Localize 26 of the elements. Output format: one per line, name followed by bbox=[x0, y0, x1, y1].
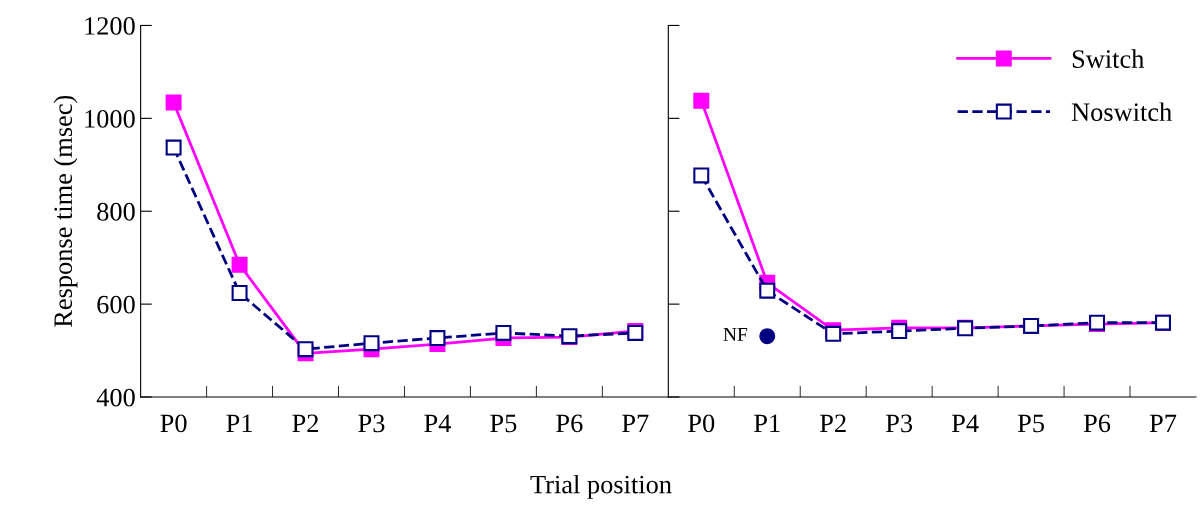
x-tick-label: P7 bbox=[622, 414, 649, 432]
y-tick-label: 400 bbox=[96, 388, 135, 407]
annotation: NF bbox=[723, 328, 748, 341]
x-tick-label: P5 bbox=[490, 414, 517, 433]
x-tick-label: P1 bbox=[754, 414, 780, 432]
x-tick-label: P4 bbox=[951, 414, 979, 432]
x-tick-label: P5 bbox=[1017, 414, 1044, 433]
x-axis-title: Trial position bbox=[530, 474, 672, 499]
x-tick-label: P1 bbox=[226, 414, 252, 432]
x-tick-label: P2 bbox=[820, 414, 846, 432]
x-tick-label: P3 bbox=[886, 414, 913, 433]
legend-label: Switch bbox=[1072, 49, 1145, 68]
y-axis-title: Response time (msec) bbox=[53, 95, 78, 327]
y-tick-label: 1200 bbox=[85, 17, 135, 35]
legend-label: Noswitch bbox=[1071, 102, 1172, 122]
x-tick-label: P2 bbox=[292, 414, 319, 432]
x-tick-label: P0 bbox=[688, 414, 715, 433]
y-tick-label: 800 bbox=[97, 202, 135, 221]
y-tick-label: 1000 bbox=[85, 109, 135, 128]
x-tick-label: P4 bbox=[424, 414, 451, 432]
x-tick-label: P0 bbox=[160, 414, 187, 433]
x-tick-label: P6 bbox=[1083, 414, 1111, 433]
y-tick-label: 600 bbox=[97, 295, 135, 314]
x-tick-label: P7 bbox=[1149, 414, 1177, 432]
x-tick-label: P3 bbox=[358, 414, 385, 433]
x-tick-label: P6 bbox=[556, 414, 583, 433]
